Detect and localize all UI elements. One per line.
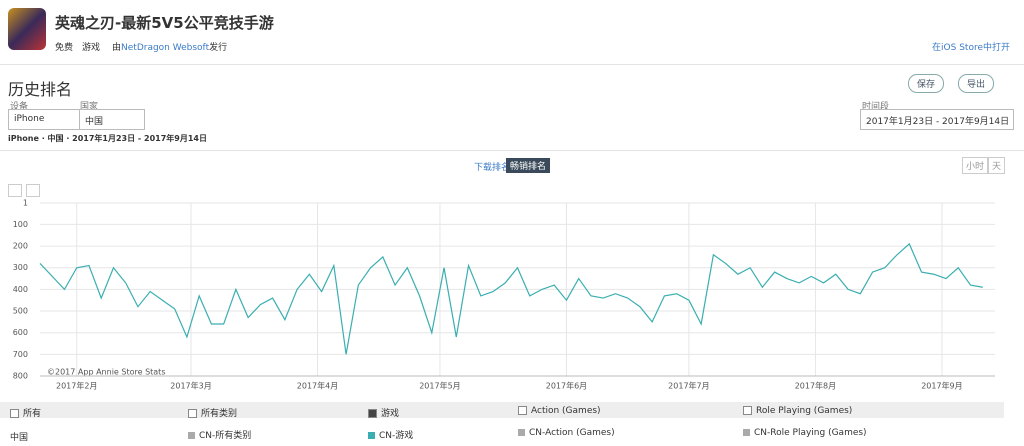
legend-item[interactable]: CN-Role Playing (Games) bbox=[743, 428, 867, 438]
divider bbox=[0, 64, 1024, 65]
x-tick-label: 2017年9月 bbox=[921, 381, 962, 391]
legend-header-cell[interactable]: 所有类别 bbox=[188, 406, 237, 419]
reset-button[interactable] bbox=[8, 184, 22, 197]
section-title: 历史排名 bbox=[8, 80, 73, 99]
zoom-button[interactable] bbox=[26, 184, 40, 197]
checkbox[interactable] bbox=[10, 409, 19, 418]
checkbox[interactable] bbox=[743, 406, 752, 415]
price: 免费 bbox=[55, 43, 74, 53]
open-store-link[interactable]: 在iOS Store中打开 bbox=[932, 43, 1010, 53]
y-tick-label: 700 bbox=[13, 350, 28, 359]
x-tick-label: 2017年7月 bbox=[668, 381, 709, 391]
app-icon bbox=[8, 8, 46, 50]
legend-header-cell[interactable]: Role Playing (Games) bbox=[743, 406, 852, 416]
device-label: 设备 bbox=[10, 102, 29, 112]
crumb: iPhone bbox=[8, 134, 39, 143]
crumb: 2017年9月14日 bbox=[144, 134, 207, 143]
export-button[interactable]: 导出 bbox=[958, 74, 995, 93]
x-tick-label: 2017年3月 bbox=[170, 381, 211, 391]
publisher-link[interactable]: NetDragon Websoft bbox=[121, 43, 210, 53]
text: 发行 bbox=[209, 43, 228, 53]
crumb: 2017年1月23日 bbox=[72, 134, 136, 143]
y-tick-label: 500 bbox=[13, 307, 28, 316]
country-select[interactable]: 中国 bbox=[79, 109, 145, 130]
line bbox=[39, 242, 983, 355]
x-tick-label: 2017年6月 bbox=[546, 381, 587, 391]
x-tick-label: 2017年4月 bbox=[297, 381, 338, 391]
x-tick-label: 2017年8月 bbox=[795, 381, 836, 391]
legend-header-cell[interactable]: 游戏 bbox=[368, 406, 399, 419]
x-tick-label: 2017年2月 bbox=[56, 381, 97, 391]
y-tick-label: 600 bbox=[13, 328, 28, 337]
checkbox[interactable] bbox=[518, 406, 527, 415]
save-button[interactable]: 保存 bbox=[908, 74, 945, 93]
tab[interactable]: 下载排名 bbox=[474, 163, 511, 173]
legend-row-label: 中国 bbox=[10, 433, 29, 443]
y-tick-label: 100 bbox=[13, 220, 28, 229]
checkbox[interactable] bbox=[368, 409, 377, 418]
genre: 游戏 bbox=[82, 43, 101, 53]
y-tick-label: 300 bbox=[13, 263, 28, 272]
breadcrumb: iPhone · 中国 · 2017年1月23日 - 2017年9月14日 bbox=[8, 134, 207, 143]
period-select[interactable]: 2017年1月23日 - 2017年9月14日 bbox=[860, 109, 1014, 130]
legend-item[interactable]: CN-游戏 bbox=[368, 428, 413, 441]
granularity-button[interactable]: 小时 bbox=[962, 157, 989, 174]
y-tick-label: 1 bbox=[23, 199, 28, 208]
granularity-button[interactable]: 天 bbox=[988, 157, 1006, 174]
x-tick-label: 2017年5月 bbox=[419, 381, 460, 391]
legend-swatch bbox=[743, 429, 750, 436]
y-tick-label: 800 bbox=[13, 372, 28, 381]
legend-header bbox=[0, 402, 1004, 418]
legend-item[interactable]: CN-所有类别 bbox=[188, 428, 251, 441]
publisher: 由NetDragon Websoft发行 bbox=[112, 40, 227, 53]
crumb: 中国 bbox=[47, 134, 64, 143]
divider bbox=[0, 150, 1024, 151]
text: 由 bbox=[112, 43, 122, 53]
country-label: 国家 bbox=[80, 102, 99, 112]
checkbox[interactable] bbox=[188, 409, 197, 418]
legend-swatch bbox=[188, 432, 195, 439]
tab-active[interactable]: 畅销排名 bbox=[506, 158, 551, 173]
legend-header-cell[interactable]: Action (Games) bbox=[518, 406, 601, 416]
y-tick-label: 400 bbox=[13, 285, 28, 294]
chart: ©2017 App Annie Store Stats 1 100 200 300 40… bbox=[13, 199, 995, 391]
y-tick-label: 200 bbox=[13, 242, 28, 251]
legend-swatch bbox=[368, 432, 375, 439]
annotation: ©2017 App Annie Store Stats bbox=[47, 368, 165, 377]
legend-header-cell[interactable]: 所有 bbox=[10, 406, 41, 419]
app-title: 英魂之刃-最新5V5公平竞技手游 bbox=[55, 14, 274, 32]
legend-item[interactable]: CN-Action (Games) bbox=[518, 428, 615, 438]
legend-swatch bbox=[518, 429, 525, 436]
period-label: 时间段 bbox=[862, 102, 890, 112]
device-select[interactable]: iPhone bbox=[8, 109, 82, 130]
